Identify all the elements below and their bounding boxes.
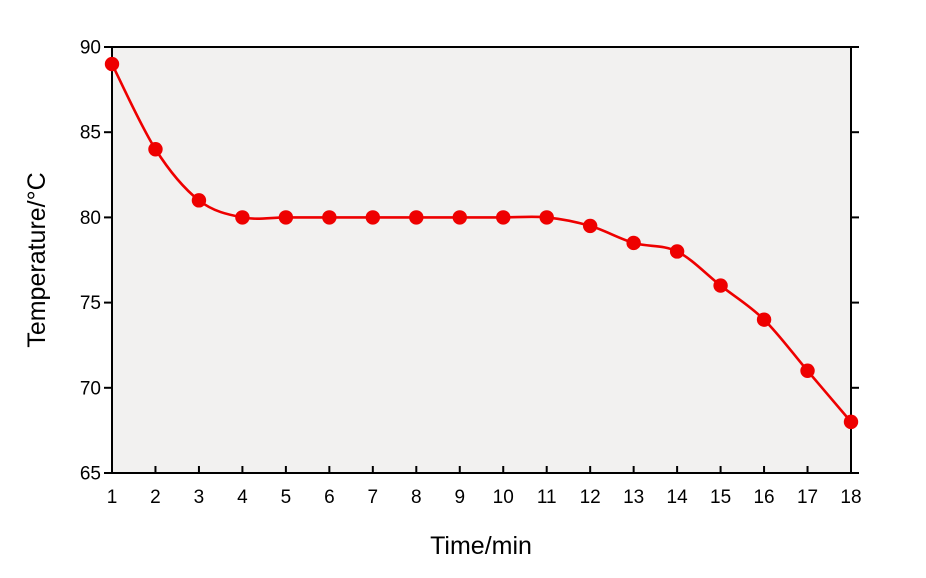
data-point-marker [148, 142, 163, 157]
y-tick-label: 90 [80, 38, 101, 59]
data-point-marker [365, 210, 381, 225]
x-axis-tick-labels: 1 2 3 4 5 6 7 8 9 10 11 12 13 14 15 16 17 18 [107, 487, 862, 508]
x-tick-label: 1 [107, 487, 118, 508]
data-point-marker [582, 218, 598, 234]
x-tick-label: 10 [493, 487, 514, 508]
series-line [110, 63, 852, 423]
x-tick-label: 9 [454, 487, 465, 508]
y-tick-label: 85 [80, 123, 101, 144]
x-tick-label: 18 [840, 487, 861, 508]
data-point-marker [409, 210, 424, 225]
x-tick-label: 14 [667, 487, 689, 508]
x-tick-label: 15 [710, 487, 731, 508]
x-tick-label: 11 [537, 487, 557, 508]
data-point-marker [539, 210, 554, 225]
data-point-marker [800, 363, 815, 378]
x-tick-label: 16 [753, 487, 774, 508]
x-axis-title: Time/min [430, 532, 532, 560]
x-tick-label: 4 [237, 487, 248, 508]
y-tick-label: 65 [80, 464, 101, 485]
y-axis-title: Temperature/°C [23, 172, 51, 347]
x-tick-label: 7 [368, 487, 379, 508]
data-point-marker [452, 210, 467, 225]
x-tick-label: 13 [623, 487, 644, 508]
data-point-marker [235, 210, 250, 225]
x-tick-label: 3 [194, 487, 205, 508]
x-tick-label: 17 [797, 487, 818, 508]
x-axis-ticks [111, 466, 852, 473]
x-tick-label: 5 [281, 487, 292, 508]
data-point-marker [669, 244, 685, 259]
x-tick-label: 12 [580, 487, 601, 508]
x-tick-label: 8 [411, 487, 422, 508]
plot-area [112, 47, 851, 473]
y-tick-label: 80 [80, 208, 101, 229]
data-point-marker [322, 210, 337, 225]
data-point-marker [278, 210, 294, 225]
data-point-marker [756, 312, 772, 327]
x-tick-label: 2 [150, 487, 161, 508]
y-axis-ticks-left [104, 46, 112, 474]
data-point-marker [843, 414, 859, 430]
y-tick-label: 75 [80, 293, 101, 314]
data-point-marker [713, 278, 728, 293]
y-tick-label: 70 [80, 378, 101, 399]
plot-border [111, 46, 852, 474]
data-point-marker [496, 210, 511, 225]
y-axis-tick-labels: 65 70 75 80 85 90 [80, 38, 101, 485]
data-point-marker [104, 56, 120, 72]
temperature-series [104, 56, 859, 430]
data-point-marker [626, 235, 641, 251]
x-tick-label: 6 [324, 487, 335, 508]
y-axis-ticks-right [851, 46, 859, 474]
data-point-marker [191, 193, 207, 208]
